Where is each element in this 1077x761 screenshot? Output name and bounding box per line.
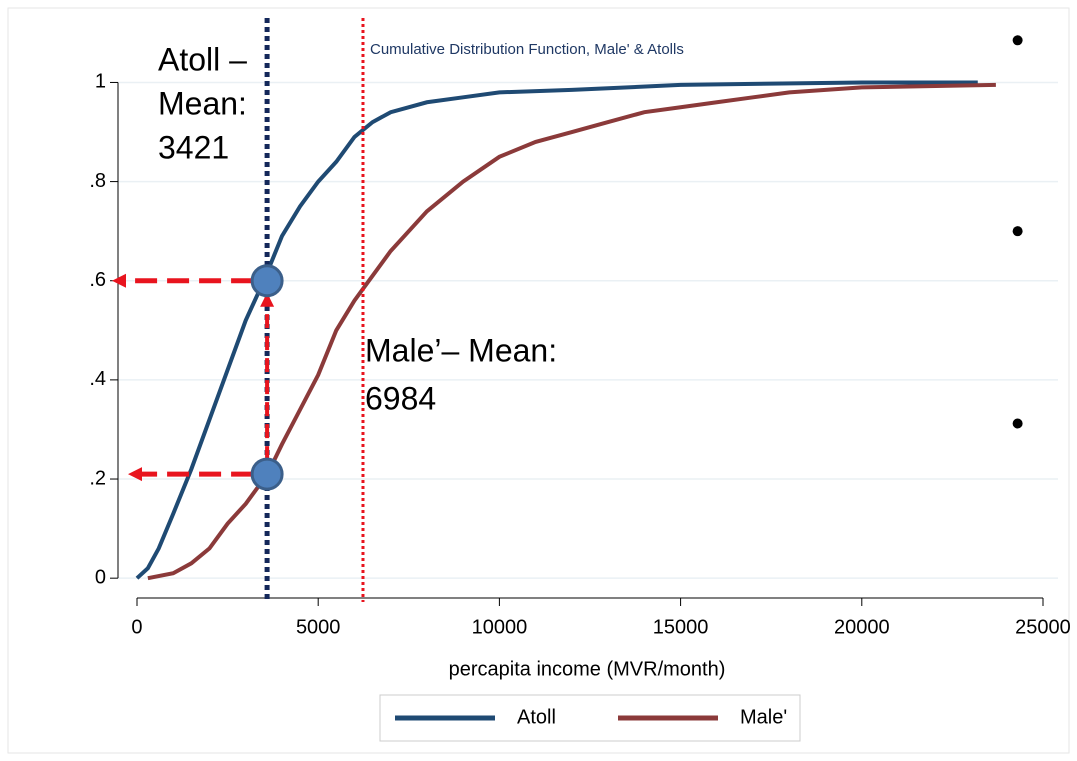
marker bbox=[1012, 418, 1023, 429]
chart-title: Cumulative Distribution Function, Male' … bbox=[370, 41, 684, 58]
highlight-point bbox=[250, 457, 284, 491]
annotation: Atoll – bbox=[158, 41, 247, 77]
y-tick-label: .8 bbox=[89, 170, 106, 192]
annotation: 3421 bbox=[158, 129, 229, 165]
marker bbox=[1012, 35, 1023, 46]
y-tick-label: .6 bbox=[89, 269, 106, 291]
annotation: Male’– Mean: bbox=[365, 332, 557, 368]
outer-frame bbox=[7, 7, 1070, 754]
y-tick-label: .2 bbox=[89, 467, 106, 489]
x-tick-label: 20000 bbox=[834, 616, 890, 638]
x-axis-label: percapita income (MVR/month) bbox=[449, 658, 726, 680]
x-tick-label: 25000 bbox=[1015, 616, 1071, 638]
series-line bbox=[147, 82, 996, 581]
x-tick-label: 0 bbox=[131, 616, 142, 638]
marker bbox=[1012, 226, 1023, 237]
arrow-head bbox=[112, 273, 126, 288]
legend-label: Atoll bbox=[517, 706, 556, 728]
x-tick-label: 5000 bbox=[296, 616, 341, 638]
legend-label: Male' bbox=[740, 706, 787, 728]
arrow-head bbox=[260, 292, 275, 307]
x-tick-label: 10000 bbox=[472, 616, 528, 638]
y-tick-label: 0 bbox=[95, 566, 106, 588]
y-tick-label: 1 bbox=[95, 71, 106, 93]
x-tick-label: 15000 bbox=[653, 616, 709, 638]
y-tick-label: .4 bbox=[89, 368, 106, 390]
annotation: Mean: bbox=[158, 85, 247, 121]
arrow-head bbox=[128, 467, 142, 482]
series-line bbox=[135, 80, 978, 580]
annotation: 6984 bbox=[365, 380, 436, 416]
highlight-point bbox=[250, 264, 284, 298]
